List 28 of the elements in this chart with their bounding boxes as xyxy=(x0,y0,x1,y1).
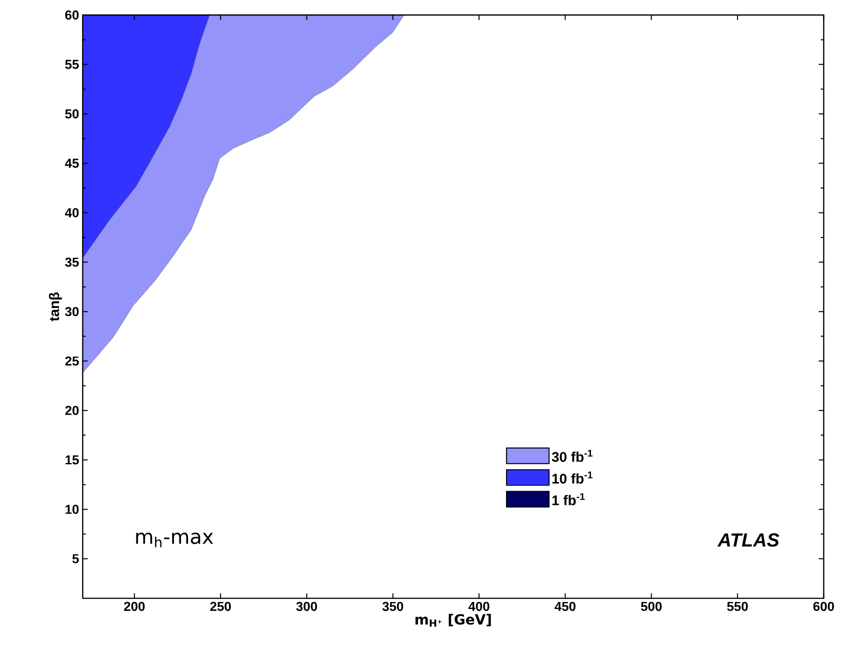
x-tick-label: 500 xyxy=(640,602,662,611)
y-tick-label: 50 xyxy=(65,109,79,118)
y-tick-label: 45 xyxy=(64,158,79,168)
annotation: ATLAS xyxy=(717,533,780,547)
x-tick-label: 350 xyxy=(382,602,404,612)
x-tick-label: 250 xyxy=(210,602,231,611)
legend-label: 10 fb$^{-1}$ xyxy=(552,472,593,484)
y-tick-label: 5 xyxy=(72,554,79,564)
y-axis-title: tanβ xyxy=(48,292,62,322)
y-tick-label: 40 xyxy=(64,208,79,218)
annotation: m$_{h}$-max xyxy=(136,532,214,548)
x-tick-label: 550 xyxy=(727,602,748,611)
y-tick-label: 60 xyxy=(65,10,79,20)
y-tick-label: 10 xyxy=(66,504,79,514)
y-tick-label: 20 xyxy=(65,406,79,416)
y-tick-label: 35 xyxy=(65,258,79,267)
x-tick-label: 600 xyxy=(813,602,834,611)
x-axis-title: m$_{H⁺}$ [GeV] xyxy=(416,614,491,627)
legend-label: 30 fb$^{-1}$ xyxy=(552,450,593,462)
y-tick-label: 25 xyxy=(65,356,79,366)
y-tick-label: 15 xyxy=(66,455,79,464)
x-tick-label: 200 xyxy=(124,602,145,611)
y-tick-label: 30 xyxy=(65,306,79,316)
x-tick-label: 450 xyxy=(554,602,576,611)
y-tick-label: 55 xyxy=(65,60,79,69)
legend-label: 1 fb$^{-1}$ xyxy=(552,493,585,506)
x-tick-label: 300 xyxy=(296,602,317,612)
x-tick-label: 400 xyxy=(468,602,490,611)
